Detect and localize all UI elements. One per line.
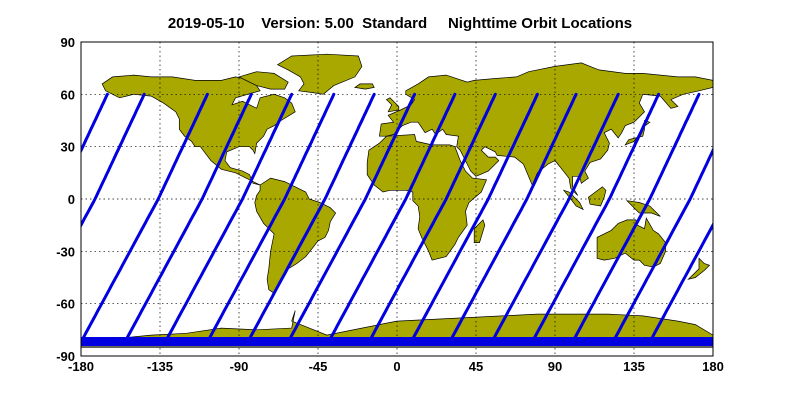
orbit-track [648, 221, 713, 344]
latitude-tick-label: -60 [56, 297, 75, 312]
orbit-track [530, 92, 661, 344]
orbit-track [571, 92, 701, 344]
longitude-tick-label: 0 [393, 359, 400, 374]
orbit-track [327, 92, 457, 344]
madagascar-landmass [473, 219, 486, 243]
orbit-track [286, 92, 417, 344]
borneo-landmass [588, 186, 607, 207]
south-america-landmass [254, 177, 337, 294]
iceland-landmass [353, 83, 375, 90]
sumatra-landmass [562, 189, 584, 211]
latitude-tick-label: 30 [61, 140, 75, 155]
graticule-grid [81, 42, 713, 356]
uk-landmass [385, 97, 400, 113]
orbit-track [757, 94, 800, 342]
map-title: 2019-05-10 Version: 5.00 Standard Nightt… [168, 15, 632, 32]
greenland-landmass [276, 53, 363, 95]
orbit-track [81, 92, 146, 229]
longitude-tick-label: 45 [469, 359, 483, 374]
longitude-tick-label: 180 [702, 359, 724, 374]
baffin-landmass [238, 71, 289, 90]
latitude-ticks: 90 60 30 0 -30 -60 -90 [56, 35, 75, 364]
orbit-track [490, 92, 620, 344]
orbit-track [409, 92, 539, 344]
latitude-tick-label: -90 [56, 349, 75, 364]
longitude-tick-label: 90 [548, 359, 562, 374]
latitude-tick-label: 0 [68, 192, 75, 207]
orbit-track [711, 338, 713, 344]
australia-landmass [596, 217, 666, 268]
orbit-track [205, 92, 336, 344]
map-frame [80, 41, 714, 357]
longitude-tick-label: -180 [68, 359, 94, 374]
longitude-ticks: -180 -135 -90 -45 0 45 90 135 180 [68, 359, 724, 374]
orbit-track [448, 92, 578, 344]
longitude-tick-label: -90 [230, 359, 249, 374]
orbit-tracks-layer [0, 92, 800, 347]
longitude-tick-label: 135 [623, 359, 645, 374]
orbit-track [0, 94, 27, 342]
north-america-landmass [101, 74, 296, 186]
orbit-track [367, 92, 497, 344]
latitude-tick-label: -30 [56, 244, 75, 259]
longitude-tick-label: -45 [309, 359, 328, 374]
orbit-track [123, 92, 253, 344]
latitude-tick-label: 90 [61, 35, 75, 50]
new-zealand-landmass [687, 257, 711, 280]
longitude-tick-label: -135 [147, 359, 173, 374]
orbit-track [81, 92, 109, 154]
orbit-track [81, 92, 209, 344]
orbit-track [163, 92, 294, 344]
orbit-track [246, 92, 376, 344]
latitude-tick-label: 60 [61, 87, 75, 102]
orbit-track [611, 146, 713, 344]
